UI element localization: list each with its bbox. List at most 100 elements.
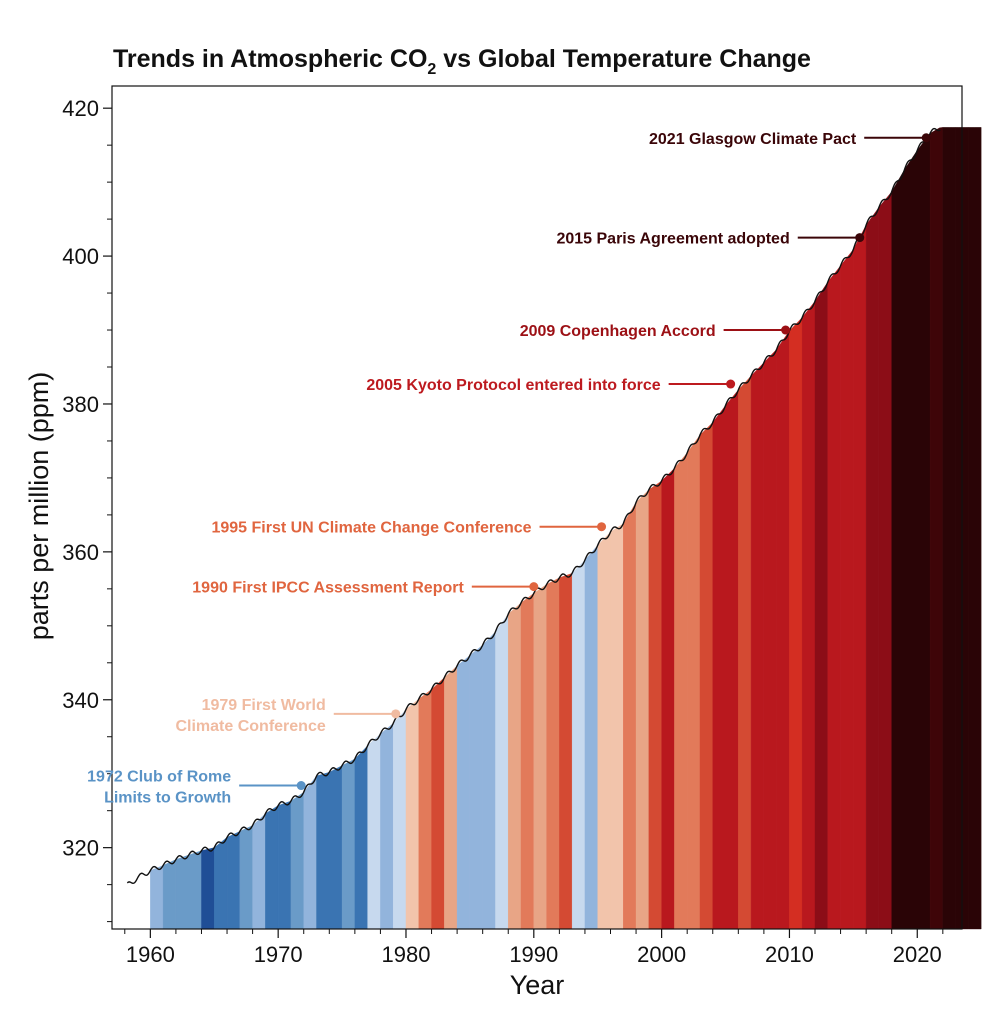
temperature-stripe [265, 805, 279, 930]
temperature-stripe [699, 421, 713, 930]
temperature-stripe [635, 489, 650, 930]
annotation-label: 2021 Glasgow Climate Pact [649, 131, 857, 148]
temperature-stripe [162, 859, 177, 930]
temperature-stripe [456, 654, 471, 930]
annotation: 1990 First IPCC Assessment Report [192, 580, 539, 597]
temperature-stripe [341, 758, 356, 930]
annotation-label: 1995 First UN Climate Change Conference [211, 520, 531, 537]
temperature-stripe [405, 698, 419, 930]
x-tick-label: 1990 [509, 942, 558, 967]
temperature-stripe [686, 434, 701, 930]
x-tick-label: 2020 [893, 942, 942, 967]
temperature-stripe [303, 775, 317, 930]
chart-title-main: Trends in Atmospheric CO [113, 45, 427, 73]
temperature-stripe [763, 348, 777, 930]
temperature-stripe [584, 544, 598, 930]
temperature-stripe [712, 404, 726, 930]
annotation: 1995 First UN Climate Change Conference [211, 520, 607, 537]
annotation-marker [781, 325, 791, 335]
annotation: 2009 Copenhagen Accord [520, 323, 791, 340]
temperature-stripe [150, 865, 164, 930]
temperature-stripe [789, 316, 803, 930]
annotation: 2005 Kyoto Protocol entered into force [366, 377, 736, 394]
y-tick-label: 320 [62, 836, 99, 861]
annotation-marker [597, 522, 607, 532]
chart-title-suffix: vs Global Temperature Change [436, 45, 811, 73]
temperature-stripe [597, 531, 611, 930]
annotation-label: 1990 First IPCC Assessment Report [192, 580, 464, 597]
x-tick-label: 2010 [765, 942, 814, 967]
temperature-stripe [929, 127, 944, 930]
temperature-stripe [814, 281, 828, 930]
annotation-label: 1979 First World [202, 697, 326, 714]
y-axis-label: parts per million (ppm) [24, 372, 54, 641]
temperature-stripe [648, 480, 662, 930]
annotation-label: 1972 Club of Rome [87, 769, 231, 786]
temperature-stripe [444, 665, 458, 930]
temperature-stripe [776, 330, 790, 930]
temperature-stripe [968, 127, 982, 930]
temperature-stripe [226, 831, 241, 930]
temperature-stripe [239, 825, 253, 930]
y-tick-label: 420 [62, 96, 99, 121]
temperature-stripe [175, 854, 189, 930]
annotation-marker [296, 781, 306, 791]
annotation-label-line2: Climate Conference [175, 718, 325, 735]
temperature-stripe [252, 813, 266, 930]
temperature-stripe [201, 847, 215, 930]
annotation-label-line2: Limits to Growth [104, 790, 231, 807]
plot-frame [111, 85, 963, 930]
temperature-stripe [738, 375, 752, 930]
temperature-stripe [367, 733, 381, 930]
temperature-stripe [508, 602, 522, 930]
annotation-label: 2015 Paris Agreement adopted [556, 231, 789, 248]
x-tick-label: 1970 [254, 942, 303, 967]
temperature-stripe [661, 467, 675, 930]
annotation: 1979 First World Climate Conference [175, 697, 401, 735]
temperature-stripe [393, 708, 407, 930]
annotation-label: 2009 Copenhagen Accord [520, 323, 716, 340]
annotation-marker [391, 709, 401, 719]
temperature-stripe [316, 771, 330, 930]
temperature-stripe [840, 248, 854, 930]
temperature-stripe [214, 836, 228, 930]
temperature-stripe [750, 362, 765, 930]
annotation: 2015 Paris Agreement adopted [556, 231, 865, 248]
annotation: 1972 Club of Rome Limits to Growth [87, 769, 306, 807]
y-tick-label: 340 [62, 688, 99, 713]
y-tick-label: 360 [62, 540, 99, 565]
temperature-stripe [891, 168, 905, 930]
temperature-stripe [533, 584, 547, 930]
temperature-stripe [827, 265, 841, 930]
co2-series-line [126, 127, 941, 884]
temperature-stripe [354, 745, 368, 930]
temperature-stripe [559, 573, 573, 930]
x-axis-label: Year [510, 970, 565, 1000]
temperature-stripe [623, 501, 637, 930]
temperature-stripe [469, 644, 483, 930]
temperature-stripe [290, 791, 304, 930]
y-tick-label: 380 [62, 392, 99, 417]
x-tick-label: 1960 [126, 942, 175, 967]
temperature-stripe [865, 206, 880, 930]
temperature-stripe [431, 677, 445, 930]
temperature-stripe [878, 191, 892, 930]
temperature-stripe [546, 577, 560, 930]
temperature-stripe [942, 127, 956, 930]
temperature-stripe [495, 613, 509, 930]
x-axis: 1960 1970 1980 1990 2000 2010 2020 [124, 929, 944, 967]
temperature-stripe [571, 559, 586, 930]
temperature-stripe [277, 800, 292, 930]
x-tick-label: 2000 [637, 942, 686, 967]
annotation-label: 2005 Kyoto Protocol entered into force [366, 377, 660, 394]
y-axis: 320 340 360 380 400 420 [62, 96, 112, 923]
temperature-stripe [904, 149, 918, 930]
y-tick-label: 400 [62, 244, 99, 269]
annotation-marker [921, 133, 931, 143]
temperature-stripe [610, 523, 624, 930]
annotation-marker [855, 233, 865, 243]
temperature-stripe [674, 452, 688, 930]
temperature-stripe [917, 132, 931, 930]
temperature-stripe [329, 765, 343, 930]
